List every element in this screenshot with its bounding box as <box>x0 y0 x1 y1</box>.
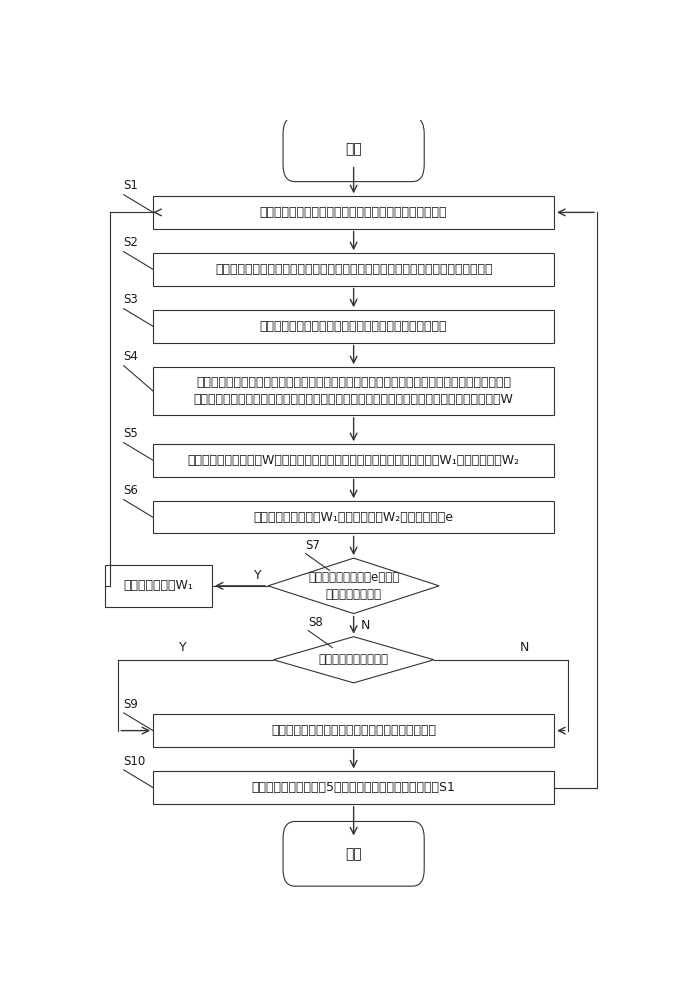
Text: N: N <box>361 619 370 632</box>
Text: S2: S2 <box>124 236 139 249</box>
Text: S10: S10 <box>124 755 146 768</box>
Text: 判断是否存在窃电行为: 判断是否存在窃电行为 <box>319 653 388 666</box>
Bar <box>153 367 554 415</box>
Text: 初始化用电器的电流电压值、开启关闭时间以及有功功率: 初始化用电器的电流电压值、开启关闭时间以及有功功率 <box>260 206 447 219</box>
Text: 根据所述实时有功功率，利用窃电识别算法计算得到用电器的开启、关闭时间以及用电器种类，
并根据用电器的开启、关闭时间及其对应的额定功率计算得到计算得到用电器的理论: 根据所述实时有功功率，利用窃电识别算法计算得到用电器的开启、关闭时间以及用电器种… <box>194 376 513 406</box>
Bar <box>105 565 212 607</box>
Text: S5: S5 <box>124 427 139 440</box>
FancyBboxPatch shape <box>283 117 424 182</box>
Text: S8: S8 <box>308 616 323 629</box>
Polygon shape <box>268 558 440 614</box>
Text: 将所述数字信号进行功率计算得到用电器的实时有功功率: 将所述数字信号进行功率计算得到用电器的实时有功功率 <box>260 320 447 333</box>
Bar <box>153 501 554 533</box>
Text: S9: S9 <box>124 698 139 711</box>
Text: S4: S4 <box>124 350 139 363</box>
Text: Y: Y <box>179 641 186 654</box>
FancyBboxPatch shape <box>283 821 424 886</box>
Bar <box>153 444 554 477</box>
Bar <box>153 196 554 229</box>
Text: S7: S7 <box>306 539 320 552</box>
Text: 判断所述相对差异值e是否大
于预设的差异阈值: 判断所述相对差异值e是否大 于预设的差异阈值 <box>308 571 400 601</box>
Polygon shape <box>273 637 434 683</box>
Text: S1: S1 <box>124 179 139 192</box>
Text: 采集用电器的电流电压数据，并将所述电流电压数据转换成数字信号存储至控制器中: 采集用电器的电流电压数据，并将所述电流电压数据转换成数字信号存储至控制器中 <box>215 263 493 276</box>
Bar <box>153 771 554 804</box>
Text: Y: Y <box>253 569 262 582</box>
Text: S3: S3 <box>124 293 139 306</box>
Text: S6: S6 <box>124 484 139 497</box>
Text: 显示判断结果，并将结果发送至用户端和电力公司: 显示判断结果，并将结果发送至用户端和电力公司 <box>271 724 436 737</box>
Text: 结束: 结束 <box>345 847 362 861</box>
Text: 计算所述平均用电量W₁和平均用电量W₂的相对差异值e: 计算所述平均用电量W₁和平均用电量W₂的相对差异值e <box>254 511 453 524</box>
Text: 舍去平均用电量W₁: 舍去平均用电量W₁ <box>124 579 193 592</box>
Text: 开始: 开始 <box>345 142 362 156</box>
Text: N: N <box>520 641 529 654</box>
Bar <box>153 310 554 343</box>
Bar <box>153 714 554 747</box>
Text: 显示判断结果，并延时5分钟，清空采集数据，返回步骤S1: 显示判断结果，并延时5分钟，清空采集数据，返回步骤S1 <box>252 781 455 794</box>
Text: 根据所述理论总用电量W，利用识别检验算法计算得到用电器的平均用电量W₁和平均用电量W₂: 根据所述理论总用电量W，利用识别检验算法计算得到用电器的平均用电量W₁和平均用电… <box>188 454 520 467</box>
Bar <box>153 253 554 286</box>
